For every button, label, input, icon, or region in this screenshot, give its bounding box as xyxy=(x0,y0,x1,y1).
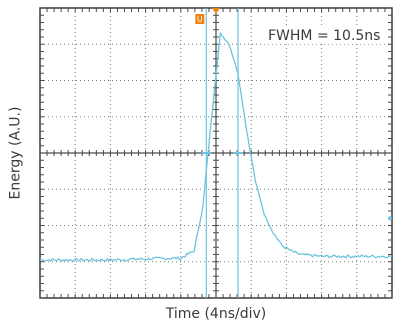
channel-offset-marker xyxy=(388,216,392,221)
y-axis-label: Energy (A.U.) xyxy=(7,106,23,200)
time-reference-marker xyxy=(212,8,220,14)
y-axis-label-wrap: Energy (A.U.) xyxy=(4,8,26,298)
trigger-marker-label: U xyxy=(197,15,203,24)
trigger-marker xyxy=(195,14,205,24)
x-axis-label: Time (4ns/div) xyxy=(165,306,267,322)
markers: U xyxy=(195,8,392,221)
oscilloscope-plot: U xyxy=(39,7,393,299)
fwhm-annotation: FWHM = 10.5ns xyxy=(264,28,385,44)
pulse-trace xyxy=(39,32,393,262)
